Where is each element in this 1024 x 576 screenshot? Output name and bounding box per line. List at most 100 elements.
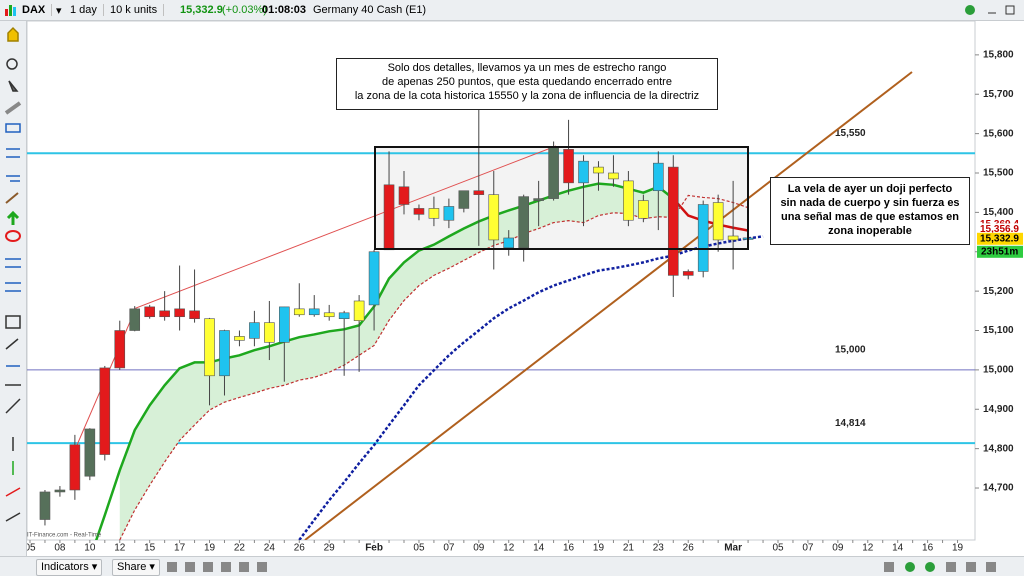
candle-body — [682, 271, 694, 276]
instrument-name: Germany 40 Cash (E1) — [313, 4, 427, 16]
trend-line-support[interactable] — [304, 71, 913, 540]
indicator-line — [119, 194, 749, 540]
candle-body — [189, 310, 200, 319]
candle-body — [638, 200, 649, 219]
candle-body — [249, 322, 260, 339]
bottom-tools[interactable] — [165, 560, 285, 574]
level-label: 15,550 — [835, 128, 866, 139]
x-tick-label: 19 — [952, 543, 964, 554]
x-tick-label: 14 — [892, 543, 904, 554]
y-tick-label: 15,600 — [983, 128, 1014, 139]
price: 15,332.9 — [180, 4, 223, 16]
candle-body — [323, 312, 335, 318]
timeframe[interactable]: 1 day — [70, 4, 104, 16]
price-tag: 15,356.9 — [980, 224, 1019, 235]
candle-body — [533, 198, 544, 201]
annotation-line: La vela de ayer un doji perfecto — [787, 183, 953, 195]
annotation-line: sin nada de cuerpo y sin fuerza es — [780, 197, 960, 209]
band-fill — [119, 183, 674, 540]
indicators-label: Indicators — [41, 561, 89, 573]
candle-body — [383, 184, 395, 251]
candle-body — [54, 489, 66, 493]
tool-icons[interactable] — [0, 21, 26, 556]
x-tick-label: 21 — [623, 543, 635, 554]
candle-body — [667, 166, 679, 276]
candle-body — [219, 330, 230, 377]
x-tick-label: 17 — [174, 543, 186, 554]
candle-body — [338, 312, 350, 319]
x-tick-label: 19 — [204, 543, 216, 554]
x-tick-label: 10 — [84, 543, 96, 554]
candle-body — [623, 180, 634, 221]
candle-body — [293, 308, 305, 316]
x-tick-label: 23 — [653, 543, 665, 554]
trend-line-upper[interactable] — [76, 145, 557, 446]
y-tick-label: 15,700 — [983, 89, 1014, 100]
bottom-bar: Indicators ▾ Share ▾ — [0, 556, 1024, 576]
candle-body — [697, 204, 709, 272]
dropdown-arrow[interactable]: ▾ — [56, 5, 62, 17]
annotation-line: una señal mas de que estamos en — [781, 211, 959, 223]
candle-body — [488, 194, 500, 241]
x-tick-label: 12 — [114, 543, 126, 554]
annotation-line: Solo dos detalles, llevamos ya un mes de… — [387, 62, 667, 74]
change: (+0.03%) — [222, 4, 267, 16]
y-tick-label: 15,200 — [983, 286, 1014, 297]
zoom-tools[interactable] — [880, 560, 1020, 574]
annotation-box[interactable]: La vela de ayer un doji perfecto sin nad… — [770, 177, 970, 245]
candle-layer — [39, 109, 754, 526]
x-tick-label: 08 — [54, 543, 66, 554]
annotation-line: de apenas 250 puntos, que esta quedando … — [382, 76, 672, 88]
annotation-box[interactable]: Solo dos detalles, llevamos ya un mes de… — [336, 58, 718, 110]
candle-body — [129, 308, 141, 331]
candle-body — [473, 190, 485, 195]
candle-body — [114, 330, 126, 369]
x-tick-label: 26 — [683, 543, 695, 554]
range-box[interactable] — [374, 146, 749, 250]
logo-icon — [5, 5, 16, 16]
instrument[interactable]: DAX — [22, 4, 53, 16]
candle-body — [174, 308, 185, 318]
x-tick-label: 22 — [234, 543, 246, 554]
candle-body — [159, 310, 170, 318]
candle-body — [144, 306, 155, 318]
x-tick-label: 07 — [443, 543, 455, 554]
y-tick-label: 14,700 — [983, 483, 1014, 494]
candle-body — [99, 367, 111, 455]
candle-body — [279, 306, 290, 343]
y-tick-label: 15,000 — [983, 365, 1014, 376]
share-button[interactable]: Share ▾ — [112, 559, 160, 576]
indicator-line — [298, 235, 764, 540]
candle-body — [712, 202, 724, 241]
left-toolbar — [0, 21, 27, 556]
x-tick-label: Mar — [724, 543, 742, 554]
y-tick-label: 14,800 — [983, 443, 1014, 454]
y-tick-label: 14,900 — [983, 404, 1014, 415]
drawing-layer — [76, 71, 913, 540]
size[interactable]: 10 k units — [110, 4, 165, 16]
x-tick-label: 16 — [563, 543, 575, 554]
y-tick-label: 15,100 — [983, 325, 1014, 336]
x-tick-label: 07 — [802, 543, 814, 554]
candle-body — [308, 308, 320, 316]
x-tick-label: 09 — [473, 543, 485, 554]
candle-body — [608, 172, 619, 180]
candle-body — [264, 322, 275, 343]
countdown: 23h51m — [981, 246, 1018, 257]
candle-body — [84, 428, 96, 477]
candle-body — [593, 166, 604, 174]
x-tick-label: 05 — [27, 543, 36, 554]
candle-body — [398, 186, 410, 205]
candle-body — [458, 190, 470, 209]
window-controls[interactable] — [962, 3, 1022, 17]
x-tick-label: Feb — [365, 543, 383, 554]
indicators-button[interactable]: Indicators ▾ — [36, 559, 103, 576]
annotation-line: la zona de la cota historica 15550 y la … — [354, 90, 700, 102]
time: 01:08:03 — [262, 4, 307, 16]
x-tick-label: 12 — [862, 543, 874, 554]
x-tick-label: 15 — [144, 543, 156, 554]
x-tick-label: 19 — [593, 543, 605, 554]
candle-body — [503, 237, 515, 249]
y-tick-label: 15,800 — [983, 50, 1014, 61]
